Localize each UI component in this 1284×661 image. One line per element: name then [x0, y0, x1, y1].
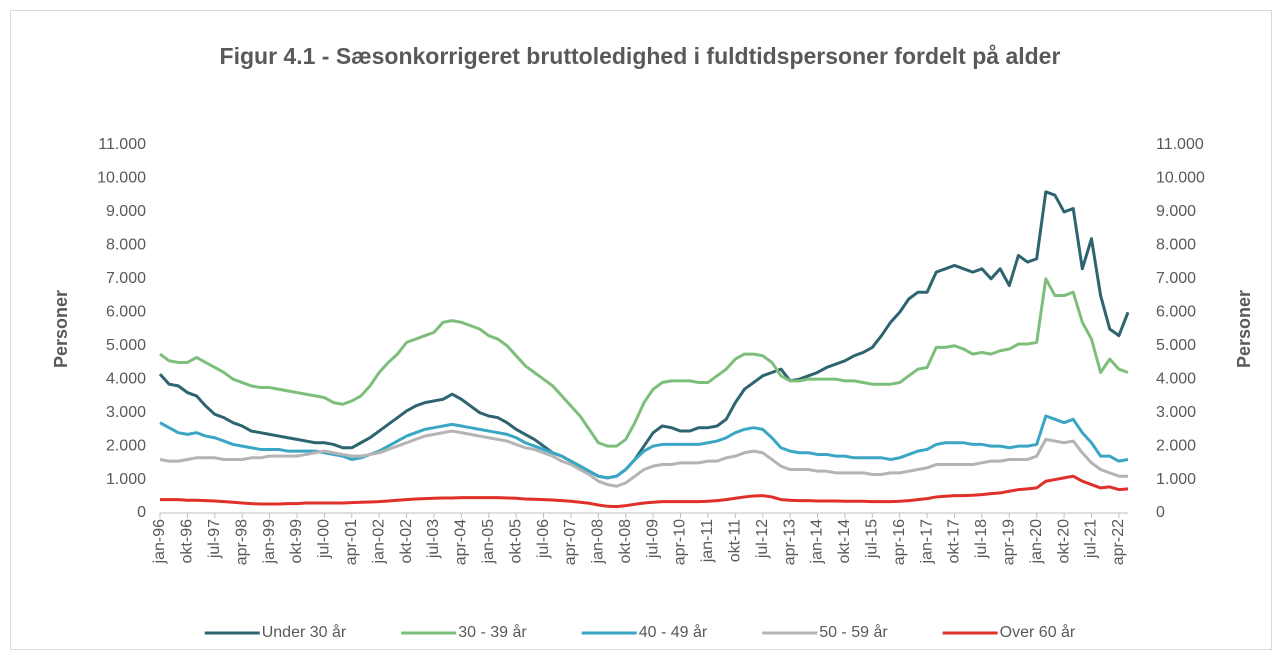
x-tick-label: jul-97 — [206, 519, 223, 559]
legend-label: 30 - 39 år — [458, 623, 527, 641]
y2-tick-label: 0 — [1156, 504, 1165, 521]
x-tick-label: okt-14 — [836, 519, 853, 564]
x-tick-label: jan-08 — [590, 519, 607, 565]
x-tick-label: apr-16 — [891, 519, 908, 565]
legend-label: 50 - 59 år — [819, 623, 888, 641]
y2-tick-label: 2.000 — [1156, 437, 1196, 454]
x-tick-label: okt-17 — [946, 519, 963, 564]
x-tick-label: jan-02 — [370, 519, 387, 565]
series-line — [159, 277, 1129, 448]
y2-tick-label: 11.000 — [1156, 136, 1204, 153]
x-tick-label: jul-00 — [316, 519, 333, 559]
y-tick-label: 3.000 — [106, 404, 146, 421]
x-tick-label: apr-04 — [453, 519, 470, 565]
x-tick-label: jan-05 — [480, 519, 497, 565]
chart-title: Figur 4.1 - Sæsonkorrigeret bruttoledigh… — [219, 43, 1061, 69]
x-tick-label: jan-96 — [151, 519, 168, 565]
x-tick-label: jul-09 — [644, 519, 661, 559]
x-tick-label: apr-10 — [672, 519, 689, 565]
x-tick-label: okt-99 — [288, 519, 305, 564]
series-line — [158, 190, 1130, 480]
y-tick-label: 9.000 — [106, 203, 146, 220]
x-tick-label: apr-01 — [343, 519, 360, 565]
x-tick-label: apr-13 — [781, 519, 798, 565]
chart-frame — [10, 10, 1272, 650]
x-tick-label: jul-06 — [535, 519, 552, 559]
series-line — [159, 429, 1128, 488]
x-tick-label: okt-02 — [398, 519, 415, 564]
x-tick-label: jul-12 — [754, 519, 771, 559]
y2-tick-label: 7.000 — [1156, 270, 1196, 287]
x-tick-label: jan-20 — [1028, 519, 1045, 565]
y2-tick-label: 4.000 — [1156, 370, 1196, 387]
legend-label: 40 - 49 år — [639, 623, 708, 641]
x-tick-label: jul-21 — [1083, 519, 1100, 559]
x-tick-label: jan-99 — [261, 519, 278, 565]
x-tick-label: okt-05 — [507, 519, 524, 564]
y2-tick-label: 5.000 — [1156, 337, 1196, 354]
x-tick-label: jan-14 — [809, 519, 826, 565]
y-axis-label: Personer — [51, 290, 71, 368]
legend-label: Over 60 år — [1000, 623, 1076, 641]
x-tick-label: jul-15 — [864, 519, 881, 559]
y-tick-label: 10.000 — [97, 170, 146, 187]
x-tick-label: jul-18 — [973, 519, 990, 559]
y2-tick-label: 3.000 — [1156, 404, 1196, 421]
y-tick-label: 5.000 — [106, 337, 146, 354]
y2-tick-label: 6.000 — [1156, 303, 1196, 320]
y2-tick-label: 10.000 — [1156, 170, 1205, 187]
x-tick-label: okt-20 — [1055, 519, 1072, 564]
y-tick-label: 6.000 — [106, 303, 146, 320]
x-tick-label: apr-22 — [1110, 519, 1127, 565]
y-tick-label: 1.000 — [106, 471, 146, 488]
x-tick-label: jan-17 — [918, 519, 935, 565]
x-tick-label: apr-19 — [1001, 519, 1018, 565]
x-tick-label: apr-07 — [562, 519, 579, 565]
y2-axis-label: Personer — [1234, 290, 1254, 368]
y2-tick-label: 8.000 — [1156, 237, 1196, 254]
y-tick-label: 4.000 — [106, 370, 146, 387]
y-tick-label: 0 — [137, 504, 146, 521]
x-tick-label: jul-03 — [425, 519, 442, 559]
y-tick-label: 8.000 — [106, 237, 146, 254]
y-tick-label: 11.000 — [98, 136, 146, 153]
x-tick-label: okt-11 — [727, 519, 744, 562]
x-tick-label: okt-08 — [617, 519, 634, 564]
x-tick-label: jan-11 — [699, 519, 716, 563]
y2-tick-label: 9.000 — [1156, 203, 1196, 220]
series-line — [160, 474, 1129, 509]
x-tick-label: apr-98 — [233, 519, 250, 565]
x-tick-label: okt-96 — [179, 519, 196, 564]
y-tick-label: 2.000 — [106, 437, 146, 454]
y-tick-label: 7.000 — [106, 270, 146, 287]
y2-tick-label: 1.000 — [1156, 471, 1196, 488]
legend-label: Under 30 år — [262, 623, 347, 641]
